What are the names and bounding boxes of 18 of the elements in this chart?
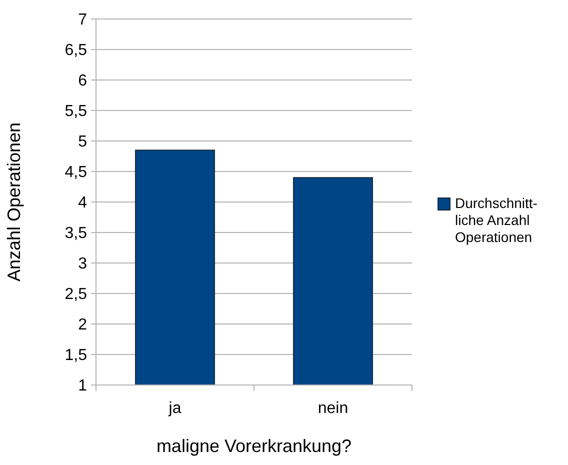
y-axis-title: Anzahl Operationen (4, 122, 24, 282)
y-tick-label: 6 (78, 72, 88, 90)
y-tick-label: 1,5 (64, 347, 88, 364)
x-tick-label: ja (168, 400, 182, 417)
y-tick-label: 5,5 (64, 103, 88, 120)
y-tick-label: 3,5 (64, 225, 88, 242)
x-tick-label: nein (318, 400, 348, 417)
x-axis-title: maligne Vorerkrankung? (156, 436, 352, 456)
y-tick-label: 7 (78, 12, 88, 29)
y-tick-label: 2,5 (64, 286, 88, 304)
y-tick-label: 6,5 (64, 42, 88, 60)
y-tick-label: 4 (78, 194, 88, 212)
y-tick-label: 3 (78, 256, 88, 273)
y-tick-label: 5 (78, 134, 88, 151)
y-tick-label: 4,5 (64, 164, 88, 182)
y-tick-label: 1 (78, 378, 88, 395)
legend-label: Durchschnitt- liche Anzahl Operationen (455, 195, 538, 245)
y-tick-label: 2 (78, 316, 88, 334)
